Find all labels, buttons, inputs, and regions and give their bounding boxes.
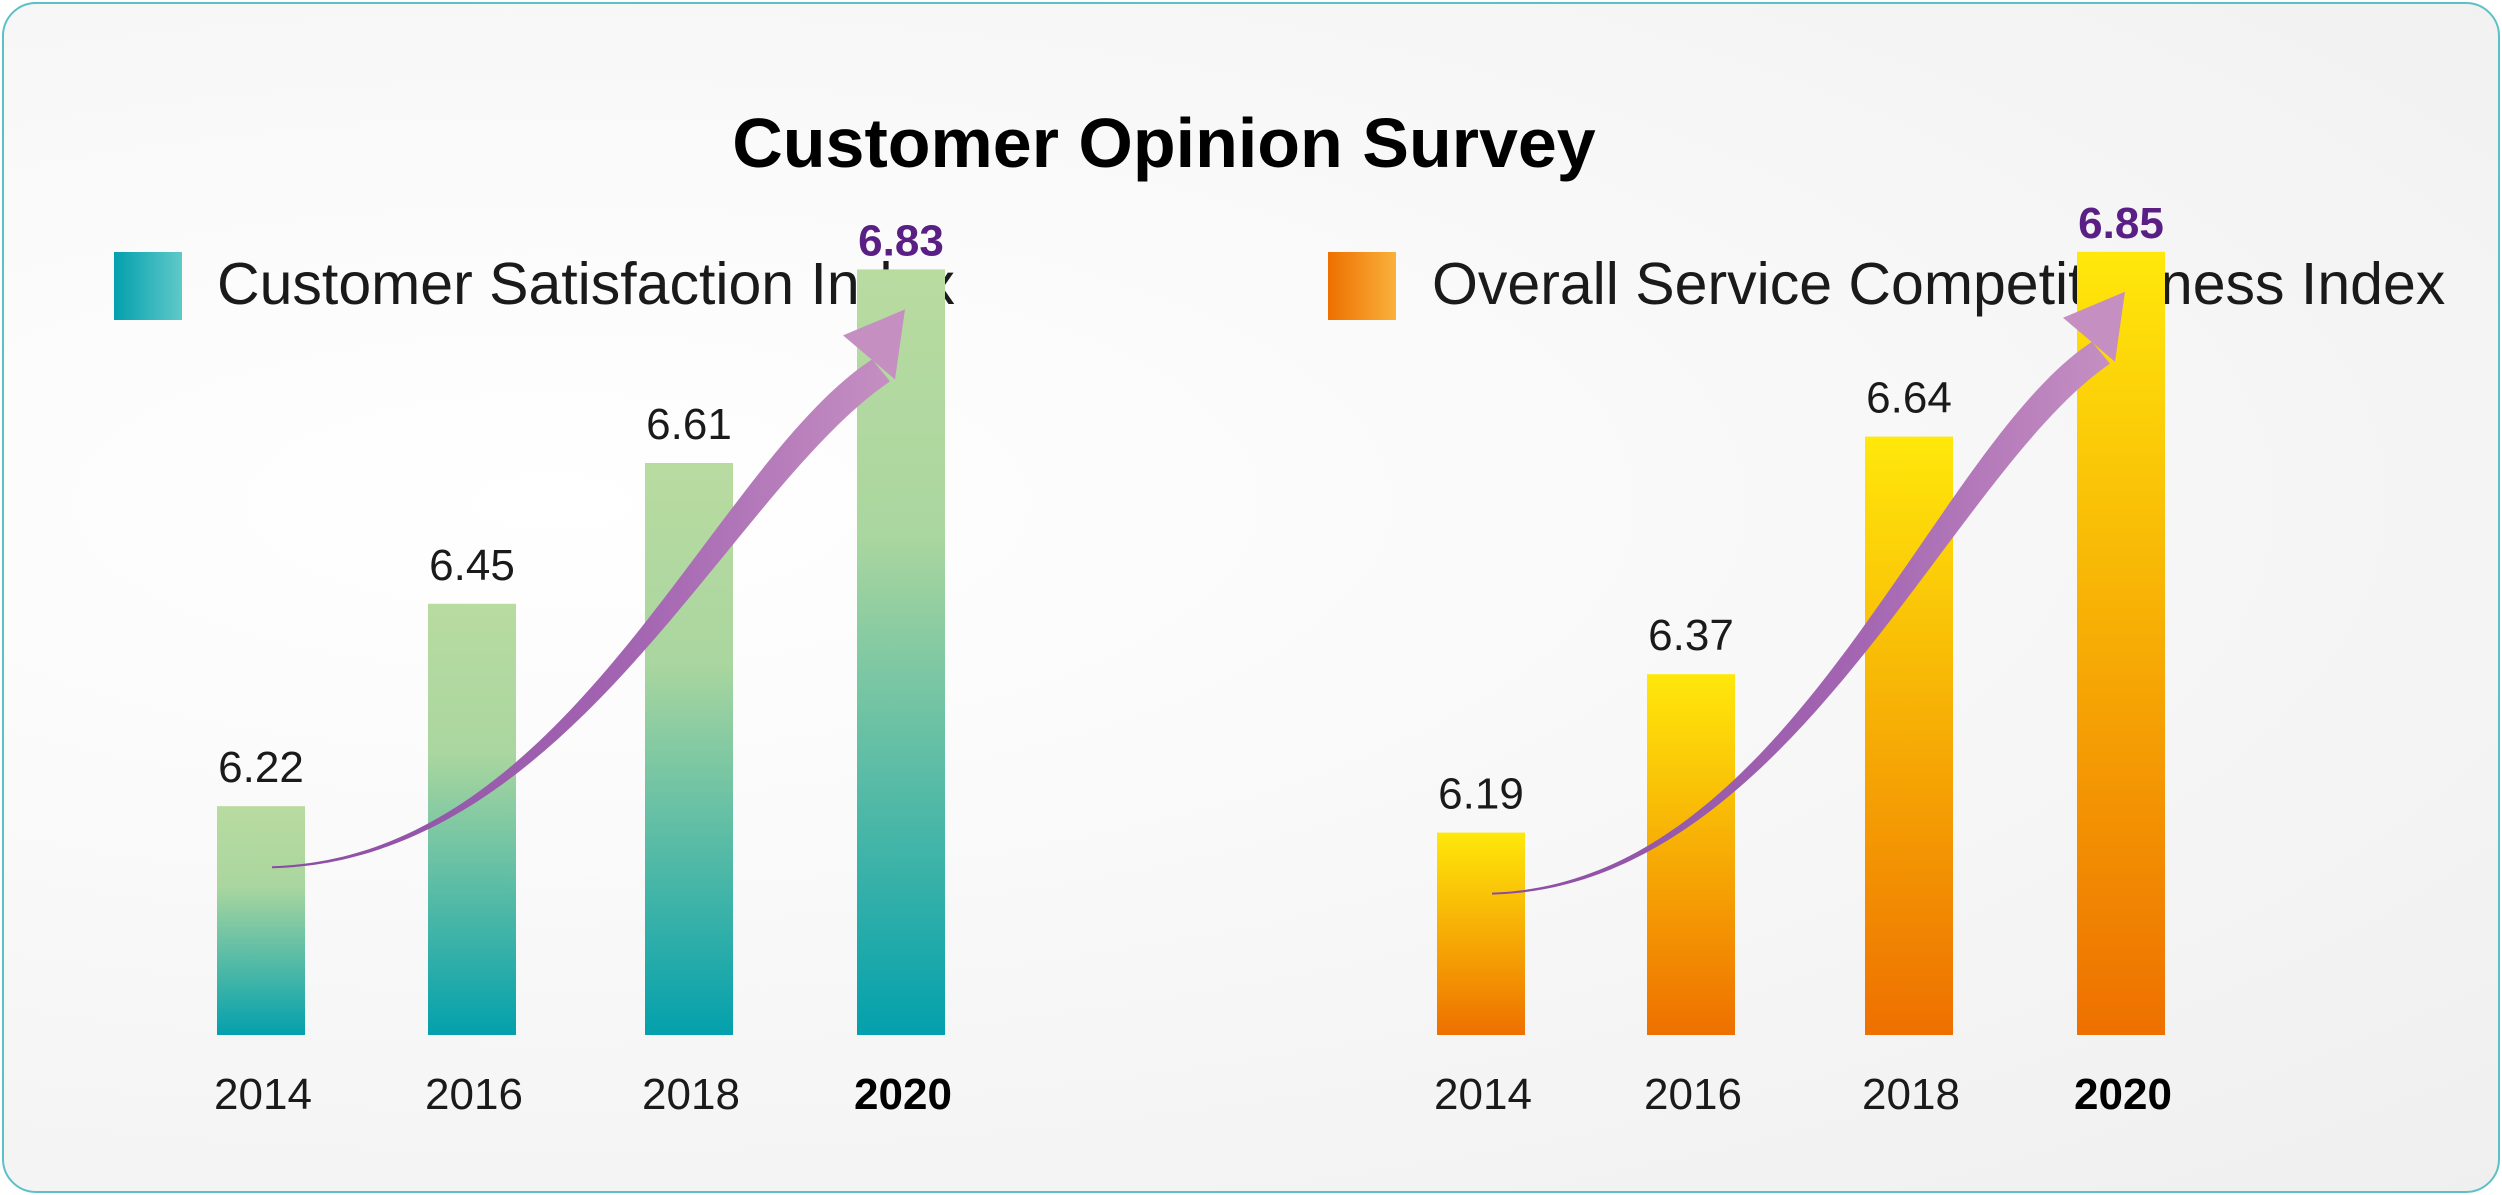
legend-label-satisfaction: Customer Satisfaction Index — [217, 251, 955, 317]
legend-label-competitiveness: Overall Service Competitiveness Index — [1432, 251, 2445, 317]
legend-swatch-competitiveness — [1328, 252, 1396, 320]
value-label-competitiveness-2016: 6.37 — [1648, 611, 1734, 660]
trend-arrow-competitiveness — [1492, 341, 2110, 895]
year-label-satisfaction-2016: 2016 — [425, 1070, 523, 1119]
legend-swatch-satisfaction — [114, 252, 182, 320]
value-label-satisfaction-2020: 6.83 — [858, 216, 944, 265]
bar-competitiveness-2020 — [2077, 251, 2165, 1036]
year-label-competitiveness-2014: 2014 — [1434, 1070, 1532, 1119]
year-label-competitiveness-2016: 2016 — [1644, 1070, 1742, 1119]
year-label-satisfaction-2020: 2020 — [854, 1070, 952, 1119]
value-label-competitiveness-2018: 6.64 — [1866, 374, 1952, 423]
year-label-satisfaction-2014: 2014 — [214, 1070, 312, 1119]
trend-arrow-satisfaction — [272, 359, 890, 869]
value-label-competitiveness-2020: 6.85 — [2078, 199, 2164, 248]
satisfaction-chart: 6.22 2014 6.45 2016 6.61 2018 6.83 2020 — [214, 216, 952, 1119]
survey-chart: Customer Opinion Survey Customer Satisfa… — [114, 104, 2445, 1119]
trend-arrow-head-satisfaction — [843, 309, 905, 380]
value-label-competitiveness-2014: 6.19 — [1438, 770, 1524, 819]
bar-satisfaction-2020 — [857, 269, 945, 1035]
value-label-satisfaction-2016: 6.45 — [429, 541, 515, 590]
competitiveness-chart: 6.19 2014 6.37 2016 6.64 2018 6.85 2020 — [1434, 199, 2172, 1119]
value-label-satisfaction-2018: 6.61 — [646, 400, 732, 449]
trend-arrow-head-competitiveness — [2063, 291, 2125, 362]
bar-competitiveness-2016 — [1647, 674, 1735, 1035]
year-label-competitiveness-2018: 2018 — [1862, 1070, 1960, 1119]
year-label-competitiveness-2020: 2020 — [2074, 1070, 2172, 1119]
chart-title: Customer Opinion Survey — [732, 104, 1596, 182]
value-label-satisfaction-2014: 6.22 — [218, 743, 304, 792]
bar-competitiveness-2014 — [1437, 832, 1525, 1035]
bar-satisfaction-2014 — [217, 806, 305, 1035]
year-label-satisfaction-2018: 2018 — [642, 1070, 740, 1119]
